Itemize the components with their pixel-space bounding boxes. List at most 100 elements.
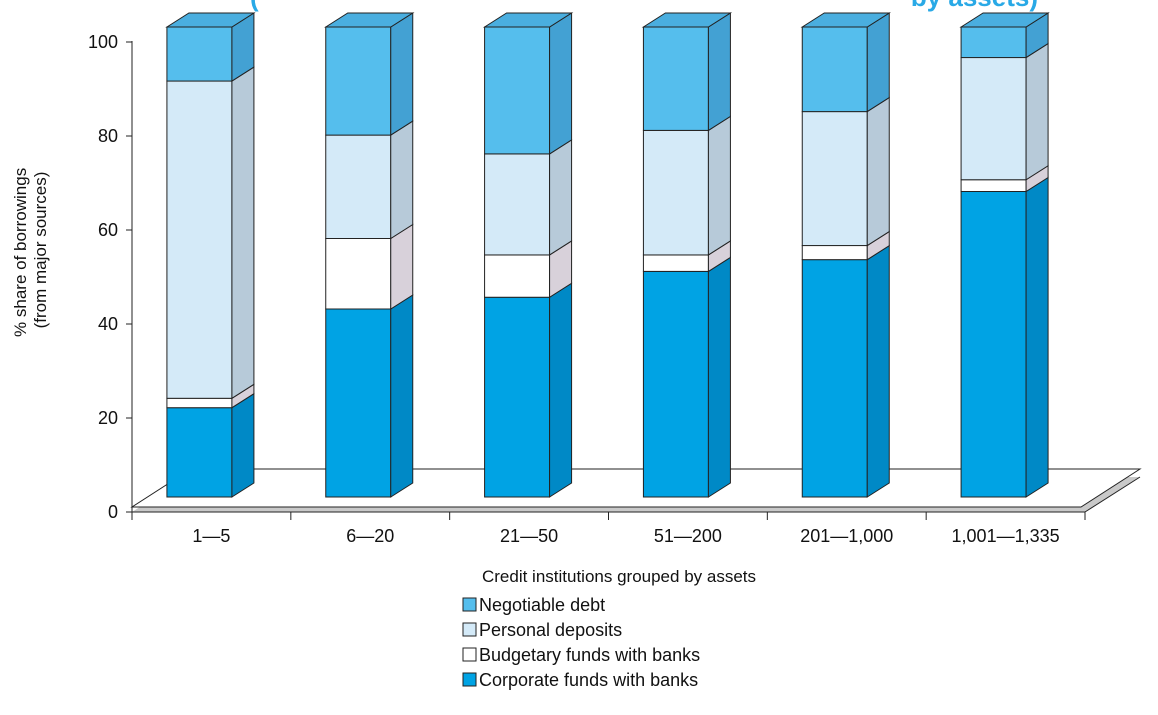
bar-segment-top (482, 12, 574, 28)
y-tick-label: 0 (108, 502, 118, 522)
bar-segment-front (801, 26, 868, 113)
bar-segment (165, 12, 256, 82)
legend-swatch (462, 672, 477, 687)
bar-segment-front (166, 407, 233, 498)
bar-segment-front (484, 26, 551, 155)
bar-segment-front (960, 57, 1027, 181)
bar-group (165, 12, 1050, 498)
bar-segment-front (642, 26, 709, 131)
legend-label: Corporate funds with banks (479, 670, 698, 690)
y-tick-label: 40 (98, 314, 118, 334)
bar-segment (325, 223, 414, 310)
legend-swatch (462, 647, 477, 662)
bar-segment (801, 230, 890, 261)
bar-segment-front (960, 191, 1027, 498)
y-axis-title-line2: (from major sources) (31, 172, 50, 329)
bar-segment (801, 244, 890, 498)
y-axis-title: % share of borrowings (from major source… (11, 163, 50, 337)
legend-swatch (462, 597, 477, 612)
bar-segment-side (549, 12, 573, 155)
bar-segment-front (166, 80, 233, 399)
bar-segment (482, 12, 574, 155)
legend-item: Personal deposits (462, 620, 622, 640)
bar-segment-top (165, 12, 256, 28)
bar-segment-side (866, 96, 890, 247)
bar-segment (960, 176, 1049, 498)
bar-segment-front (801, 259, 868, 498)
bar-segment-front (166, 397, 233, 409)
bar-segment (641, 12, 733, 132)
bar-segment-front (960, 26, 1027, 59)
bar-segment-side (866, 244, 890, 498)
bar-segment-side (390, 223, 414, 310)
bar-segment-front (642, 129, 709, 256)
x-tick-label: 51—200 (654, 526, 722, 546)
bar-segment-top (959, 12, 1050, 28)
bar-segment-side (231, 392, 255, 498)
x-tick-label: 1,001—1,335 (952, 526, 1060, 546)
y-tick-label: 60 (98, 220, 118, 240)
bar-segment-side (549, 138, 573, 256)
x-tick-label: 201—1,000 (800, 526, 893, 546)
bar-segment-top (324, 12, 415, 28)
x-axis-title: Credit institutions grouped by assets (482, 567, 756, 586)
x-axis-ticks: 1—5 6—20 21—50 51—200 201—1,000 1,001—1,335 (131, 512, 1086, 546)
x-tick-label: 21—50 (500, 526, 558, 546)
bar-segment-side (390, 12, 414, 137)
bar-segment-side (390, 294, 414, 498)
y-axis-title-line1: % share of borrowings (11, 168, 30, 337)
bar-segment-front (325, 238, 392, 310)
legend-label: Personal deposits (479, 620, 622, 640)
bar-segment (484, 138, 573, 256)
legend-item: Budgetary funds with banks (462, 645, 700, 665)
bar-segment-side (549, 282, 573, 498)
legend-swatch (462, 622, 477, 637)
bar-segment-top (800, 12, 891, 28)
legend-label: Negotiable debt (479, 595, 605, 615)
bar-segment (325, 120, 414, 240)
x-tick-label: 1—5 (192, 526, 230, 546)
bar-segment (642, 240, 731, 273)
bar-segment-side (390, 120, 414, 240)
bar-segment-front (325, 308, 392, 498)
x-tick-label: 6—20 (346, 526, 394, 546)
bar-segment-front (642, 270, 709, 498)
legend-item: Negotiable debt (462, 595, 605, 615)
bar-segment-front (325, 134, 392, 240)
bar-segment-side (1025, 42, 1049, 181)
bar-segment-side (1025, 176, 1049, 498)
bar-segment-side (707, 115, 731, 256)
bar-segment-front (484, 296, 551, 498)
bar-segment (960, 42, 1049, 181)
y-tick-label: 20 (98, 408, 118, 428)
bar-segment-front (484, 254, 551, 298)
y-axis-ticks: 0 20 40 60 80 100 (88, 32, 132, 522)
chart-title-right: by assets) (911, 0, 1038, 12)
chart-title: ( (250, 0, 259, 12)
bar-segment (325, 294, 414, 498)
bar-segment-front (801, 245, 868, 261)
bar-segment (642, 256, 731, 498)
legend-item: Corporate funds with banks (462, 670, 698, 690)
bar-segment-side (231, 66, 255, 400)
bar-segment (484, 240, 573, 299)
legend: Negotiable debt Personal deposits Budgetar… (462, 595, 700, 690)
bar-segment (800, 12, 891, 113)
legend-label: Budgetary funds with banks (479, 645, 700, 665)
bar-segment (959, 12, 1050, 59)
bar-segment (484, 282, 573, 498)
y-tick-label: 100 (88, 32, 118, 52)
bar-segment (324, 12, 415, 137)
bar-segment-front (325, 26, 392, 136)
x-axis-depth-line (1084, 476, 1141, 513)
bar-segment (801, 96, 890, 247)
bar-segment (166, 392, 255, 498)
bar-segment (166, 66, 255, 400)
bar-segment-top (641, 12, 733, 28)
bar-segment-side (707, 12, 731, 132)
bar-segment-front (642, 254, 709, 272)
bar-segment-front (801, 111, 868, 247)
bar-segment-side (707, 256, 731, 498)
bar-segment-front (960, 179, 1027, 192)
